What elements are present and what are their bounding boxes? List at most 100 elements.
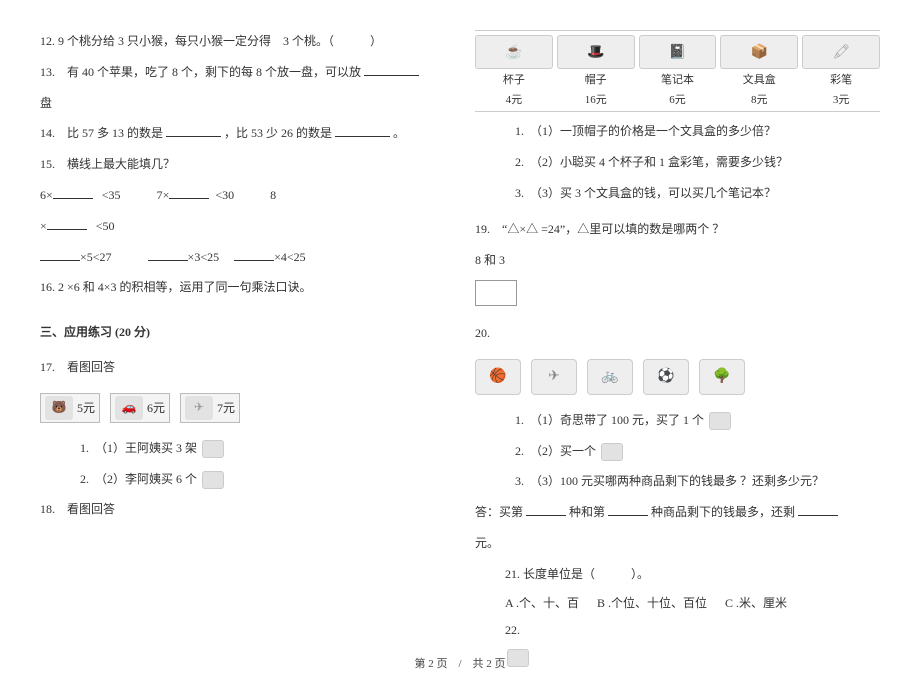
q20ansB: 种和第 (569, 505, 605, 519)
q17s1-text: 1. （1）王阿姨买 3 架 (80, 441, 197, 455)
q17s2-text: 2. （2）李阿姨买 6 个 (80, 472, 197, 486)
q15: 15. 横线上最大能填几？ (40, 153, 445, 176)
q13: 13. 有 40 个苹果，吃了 8 个，剩下的每 8 个放一盘，可以放 (40, 61, 445, 84)
plane-icon: ✈ (185, 396, 213, 420)
basketball-small-icon (709, 412, 731, 430)
q15-row1: 6× <35 7× <30 8 (40, 184, 445, 207)
q17: 17. 看图回答 (40, 356, 445, 379)
q17-item3: ✈7元 (180, 393, 240, 423)
pencilcase-icon: 📦 (720, 35, 798, 69)
q18: 18. 看图回答 (40, 498, 445, 521)
q15l3-blank2[interactable] (148, 249, 188, 261)
q21-optC[interactable]: C .米、厘米 (725, 594, 787, 611)
bear-icon: 🐻 (45, 396, 73, 420)
cup-icon: ☕ (475, 35, 553, 69)
prc2: 6元 (639, 91, 717, 107)
hdr4: 彩笔 (830, 74, 852, 86)
soccer-icon: ⚽ (643, 359, 689, 395)
hdr1: 帽子 (585, 74, 607, 86)
q20-images: 🏀 ✈ 🚲 ⚽ 🌳 (475, 359, 880, 395)
q15l3-blank1[interactable] (40, 249, 80, 261)
q20: 20. (475, 322, 880, 345)
q20-blank1[interactable] (526, 504, 566, 516)
q14b: ，比 53 少 26 的数是 (224, 126, 332, 140)
plane-small-icon (202, 440, 224, 458)
q14-blank2[interactable] (335, 125, 390, 137)
toy-plane-icon: ✈ (531, 359, 577, 395)
q19-answer: 8 和 3 (475, 249, 880, 272)
hdr3: 文具盒 (743, 74, 776, 86)
prc3: 8元 (720, 91, 798, 107)
q15l1a: 6× (40, 188, 53, 202)
q17-images: 🐻5元 🚗6元 ✈7元 (40, 393, 445, 423)
q15l1-blank1[interactable] (53, 187, 93, 199)
q18-price-table: ☕ 杯子 🎩 帽子 📓 笔记本 📦 文具盒 🖍 彩笔 4元 16元 6元 8元 3元 (475, 30, 880, 112)
section3-title: 三、应用练习 (20 分) (40, 321, 445, 344)
q21-options: A .个、十、百 B .个位、十位、百位 C .米、厘米 (475, 594, 880, 611)
q22: 22. (475, 619, 880, 642)
q15l1d: <30 (215, 188, 234, 202)
q17-sub1: 1. （1）王阿姨买 3 架 (40, 437, 445, 460)
q17-item1: 🐻5元 (40, 393, 100, 423)
basketball-icon: 🏀 (475, 359, 521, 395)
prc1: 16元 (557, 91, 635, 107)
q19: 19. “△×△ =24”，△里可以填的数是哪两个 ？ (475, 218, 880, 241)
soccer-small-icon (601, 443, 623, 461)
q14: 14. 比 57 多 13 的数是 ，比 53 少 26 的数是 。 (40, 122, 445, 145)
q15l2a: × (40, 219, 47, 233)
notebook-icon: 📓 (639, 35, 717, 69)
q20ansA: 答：买第 (475, 505, 523, 519)
prc4: 3元 (802, 91, 880, 107)
q17-sub2: 2. （2）李阿姨买 6 个 (40, 468, 445, 491)
q15l1b: <35 (102, 188, 121, 202)
hat-icon: 🎩 (557, 35, 635, 69)
q20-answer: 答：买第 种和第 种商品剩下的钱最多，还剩 (475, 501, 880, 524)
q18-sub2: 2. （2）小聪买 4 个杯子和 1 盒彩笔，需要多少钱？ (475, 151, 880, 174)
hdr2: 笔记本 (661, 74, 694, 86)
q17-price3: 7元 (217, 399, 235, 416)
prc0: 4元 (475, 91, 553, 107)
q20s1a: 1. （1）奇思带了 100 元，买了 1 个 (515, 413, 704, 427)
q20-answer-tail: 元。 (475, 532, 880, 555)
q20-blank2[interactable] (608, 504, 648, 516)
q19-box[interactable] (475, 280, 517, 306)
q20-sub2: 2. （2）买一个 (475, 440, 880, 463)
q14-blank1[interactable] (166, 125, 221, 137)
q17-price2: 6元 (147, 399, 165, 416)
q15l1c: 7× (157, 188, 170, 202)
crayon-icon: 🖍 (802, 35, 880, 69)
q18-sub3: 3. （3）买 3 个文具盒的钱，可以买几个笔记本？ (475, 182, 880, 205)
page-footer: 第 2 页 / 共 2 页 (0, 655, 920, 671)
q20-sub3: 3. （3）100 元买哪两种商品剩下的钱最多 ？还剩多少元？ (475, 470, 880, 493)
tree-icon: 🌳 (699, 359, 745, 395)
q15l2b: <50 (96, 219, 115, 233)
q15l1e: 8 (270, 188, 276, 202)
q13-blank[interactable] (364, 64, 419, 76)
hdr0: 杯子 (503, 74, 525, 86)
q13-text-a: 13. 有 40 个苹果，吃了 8 个，剩下的每 8 个放一盘，可以放 (40, 65, 361, 79)
q15l2-blank[interactable] (47, 218, 87, 230)
q20-sub1: 1. （1）奇思带了 100 元，买了 1 个 (475, 409, 880, 432)
q15l1-blank2[interactable] (169, 187, 209, 199)
q15l3b: ×3<25 (188, 250, 220, 264)
q18-sub1: 1. （1）一顶帽子的价格是一个文具盒的多少倍？ (475, 120, 880, 143)
q15-row2: × <50 (40, 215, 445, 238)
q21-optA[interactable]: A .个、十、百 (505, 594, 579, 611)
q17-price1: 5元 (77, 399, 95, 416)
bear-small-icon (202, 471, 224, 489)
q15l3a: ×5<27 (80, 250, 112, 264)
car-icon: 🚗 (115, 396, 143, 420)
q20-blank3[interactable] (798, 504, 838, 516)
q13-tail: 盘 (40, 92, 445, 115)
q15l3-blank3[interactable] (234, 249, 274, 261)
q20ansC: 种商品剩下的钱最多，还剩 (651, 505, 795, 519)
q17-item2: 🚗6元 (110, 393, 170, 423)
q14a: 14. 比 57 多 13 的数是 (40, 126, 163, 140)
q21-optB[interactable]: B .个位、十位、百位 (597, 594, 707, 611)
q12: 12. 9 个桃分给 3 只小猴，每只小猴一定分得 3 个桃。（ ） (40, 30, 445, 53)
bicycle-icon: 🚲 (587, 359, 633, 395)
q15l3c: ×4<25 (274, 250, 306, 264)
q21: 21. 长度单位是（ ）。 (475, 563, 880, 586)
q20s2: 2. （2）买一个 (515, 444, 596, 458)
q15-row3: ×5<27 ×3<25 ×4<25 (40, 246, 445, 269)
